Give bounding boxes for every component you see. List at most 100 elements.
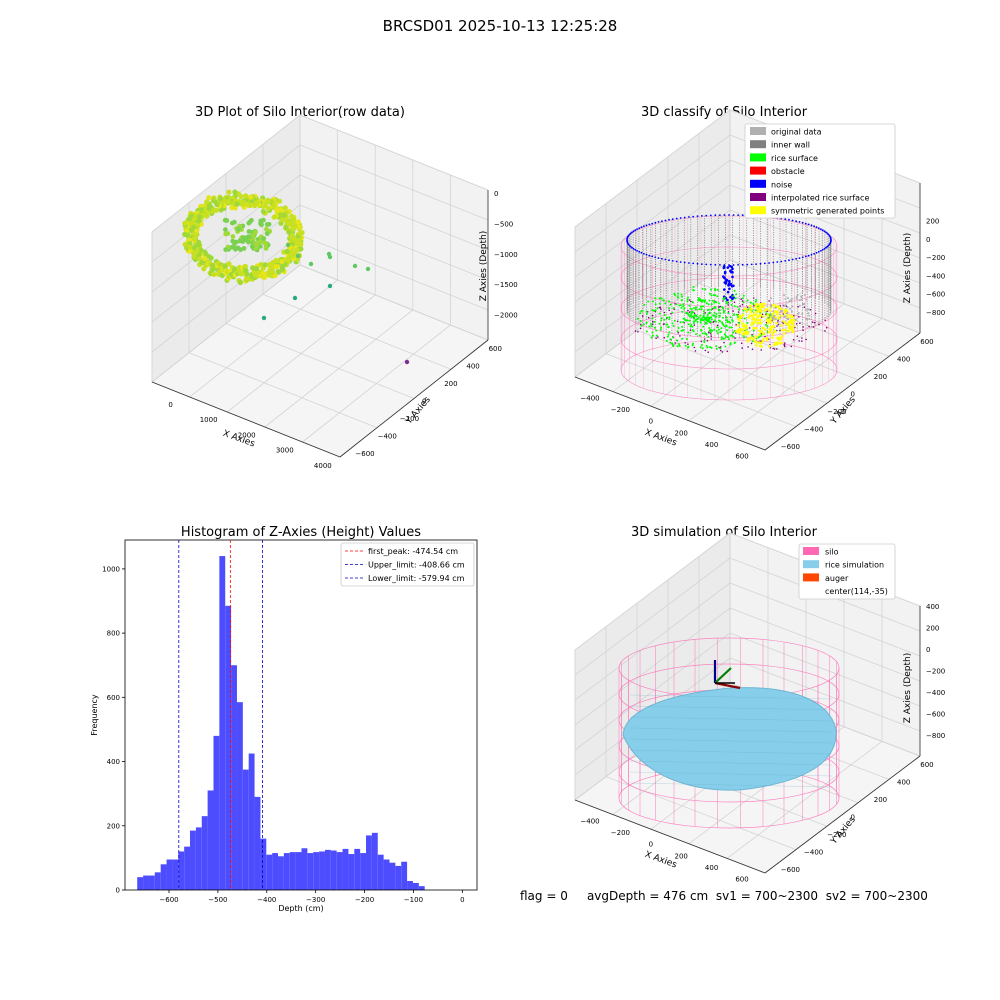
interpolated-point [801, 340, 803, 342]
histogram-bar [378, 855, 384, 890]
raw-point [264, 227, 269, 232]
interpolated-point [732, 310, 734, 312]
y-tick-label: −400 [804, 849, 823, 857]
histogram-bar [143, 876, 149, 890]
x-tick-label: −400 [580, 817, 599, 825]
rice-surface-point [694, 315, 696, 317]
rice-surface-point [719, 347, 721, 349]
rice-surface-point [681, 311, 683, 313]
noise-point [808, 224, 810, 226]
histogram-bar [395, 866, 401, 890]
y-tick-label: −400 [378, 433, 397, 441]
rice-surface-point [681, 299, 683, 301]
original-data-point [796, 296, 798, 298]
rice-surface-point [714, 289, 716, 291]
noise-point [654, 256, 656, 258]
rice-surface-point [682, 321, 684, 323]
noise-point [672, 260, 674, 262]
interpolated-point [741, 342, 743, 344]
rice-surface-point [722, 307, 724, 309]
original-data-point [798, 312, 800, 314]
rice-surface-point [651, 309, 653, 311]
raw-point [236, 227, 241, 232]
rice-surface-point [651, 325, 653, 327]
raw-point [261, 236, 266, 241]
symmetric-point [737, 329, 740, 332]
z-tick-label: −200 [926, 668, 945, 676]
rice-surface-point [676, 340, 678, 342]
symmetric-point [743, 325, 746, 328]
rice-surface-point [646, 330, 648, 332]
rice-surface-point [720, 327, 722, 329]
noise-point [728, 280, 731, 283]
rice-surface-point [715, 345, 717, 347]
noise-point [816, 226, 818, 228]
rice-surface-point [695, 333, 697, 335]
symmetric-point [768, 331, 771, 334]
noise-point [822, 229, 824, 231]
noise-point [705, 264, 707, 266]
interpolated-point [727, 351, 729, 353]
rice-surface-point [696, 315, 698, 317]
histogram-bar [172, 860, 178, 891]
rice-surface-point [688, 320, 690, 322]
interpolated-point [668, 310, 670, 312]
y-tick-label: −400 [804, 426, 823, 434]
symmetric-point [758, 333, 761, 336]
x-axis-label: X Axies [643, 428, 678, 449]
rice-surface-point [669, 316, 671, 318]
interpolated-point [722, 300, 724, 302]
rice-surface-point [662, 299, 664, 301]
interpolated-point [652, 315, 654, 317]
noise-point [755, 263, 757, 265]
original-data-point [795, 319, 797, 321]
x-tick-label: 4000 [314, 462, 332, 470]
interpolated-point [739, 305, 741, 307]
rice-surface-point [693, 330, 695, 332]
rice-surface-point [710, 321, 712, 323]
rice-surface-point [733, 313, 735, 315]
raw-point [230, 221, 235, 226]
rice-surface-point [716, 295, 718, 297]
z-tick-label: −1000 [494, 251, 518, 259]
symmetric-point [745, 310, 748, 313]
y-tick-label: 200 [874, 373, 887, 381]
x-tick-label: 3000 [276, 447, 294, 455]
symmetric-point [743, 308, 746, 311]
rice-surface-point [729, 344, 731, 346]
histogram-bar [272, 853, 278, 890]
legend-swatch [750, 153, 766, 161]
rice-surface-point [722, 317, 724, 319]
rice-surface-point [734, 290, 736, 292]
z-tick-label: −800 [926, 309, 945, 317]
noise-point [633, 230, 635, 232]
z-tick-label: −600 [926, 711, 945, 719]
rice-surface-point [747, 322, 749, 324]
interpolated-point [689, 299, 691, 301]
raw-point [294, 248, 299, 253]
rice-surface-point [718, 320, 720, 322]
legend-swatch [803, 573, 819, 581]
rice-surface-point [713, 294, 715, 296]
histogram-bar [249, 754, 255, 890]
interpolated-point [772, 348, 774, 350]
interpolated-point [797, 335, 799, 337]
symmetric-point [776, 310, 779, 313]
rice-surface-point [704, 288, 706, 290]
rice-surface-point [750, 302, 752, 304]
rice-surface-point [730, 300, 732, 302]
histogram-bar [331, 851, 337, 891]
noise-point [692, 263, 694, 265]
symmetric-point [770, 325, 773, 328]
interpolated-point [815, 313, 817, 315]
interpolated-point [735, 324, 737, 326]
z-tick-label: −400 [926, 272, 945, 280]
histogram-bar [343, 849, 349, 890]
symmetric-point [776, 313, 779, 316]
symmetric-point [789, 321, 792, 324]
histogram-bar [384, 860, 390, 891]
symmetric-point [790, 314, 793, 317]
rice-surface-point [685, 345, 687, 347]
rice-surface-point [742, 297, 744, 299]
noise-point [784, 260, 786, 262]
